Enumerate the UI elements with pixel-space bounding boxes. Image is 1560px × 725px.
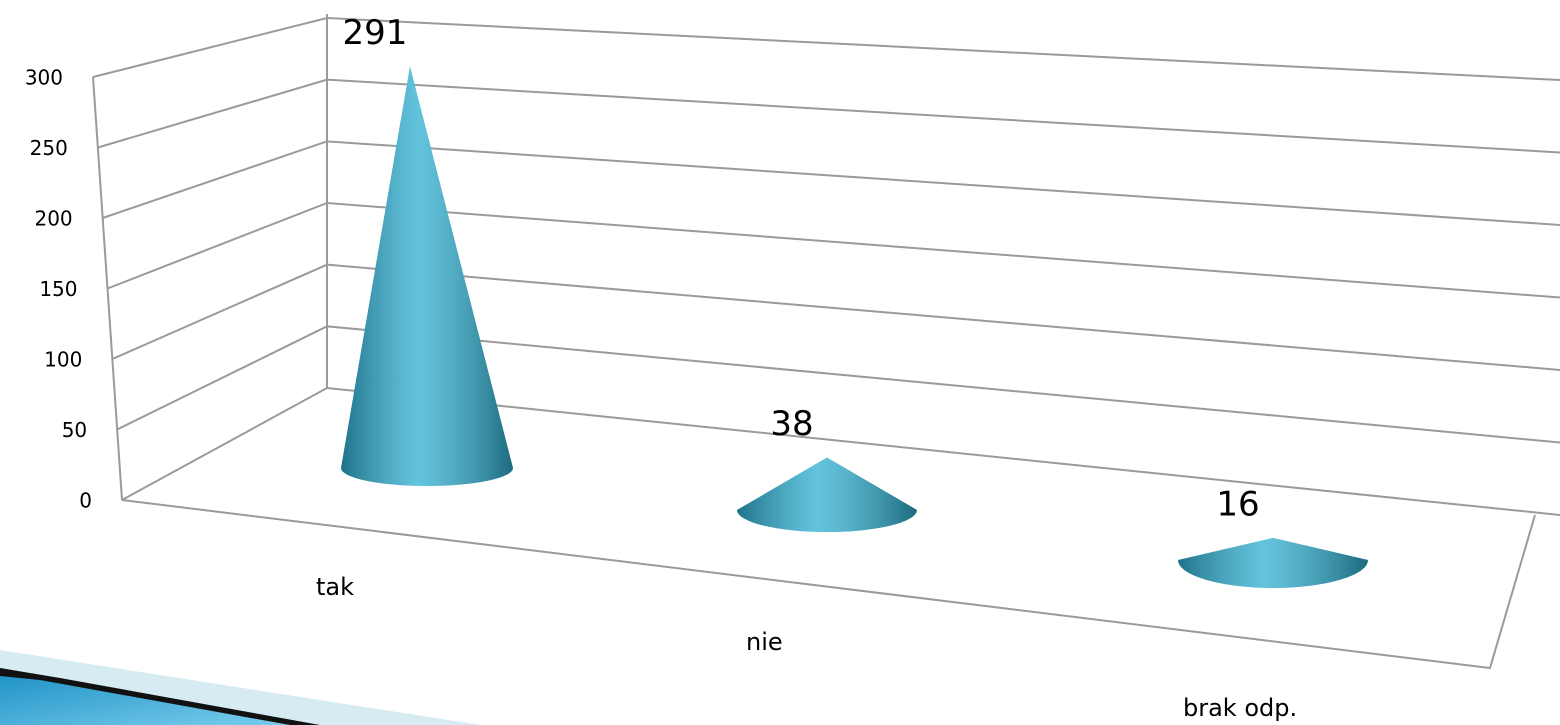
grid-line (107, 201, 1560, 299)
y-tick-label: 150 (39, 277, 77, 301)
cone-shade (737, 457, 917, 532)
x-tick-label: brak odp. (1183, 694, 1297, 722)
value-label: 291 (343, 13, 408, 53)
y-tick-label: 250 (30, 136, 68, 160)
grid-line (116, 325, 1560, 444)
x-tick-label: nie (746, 628, 783, 656)
decoration (0, 650, 480, 725)
y-tick-label: 100 (44, 348, 82, 372)
value-label: 16 (1216, 484, 1259, 524)
grid-line (102, 140, 1560, 226)
cone-shade (1178, 537, 1368, 588)
value-label: 38 (770, 404, 813, 444)
floor-edge (121, 499, 1536, 670)
y-tick-label: 50 (62, 418, 87, 442)
grid-line (111, 263, 1560, 371)
grid-line (97, 78, 1560, 154)
y-tick-label: 300 (25, 66, 63, 90)
grid-line (121, 386, 1560, 516)
cone-shade (341, 66, 513, 486)
grid-line (92, 16, 1560, 81)
y-tick-label: 0 (79, 489, 92, 513)
x-tick-label: tak (316, 573, 354, 601)
y-tick-label: 200 (34, 207, 72, 231)
